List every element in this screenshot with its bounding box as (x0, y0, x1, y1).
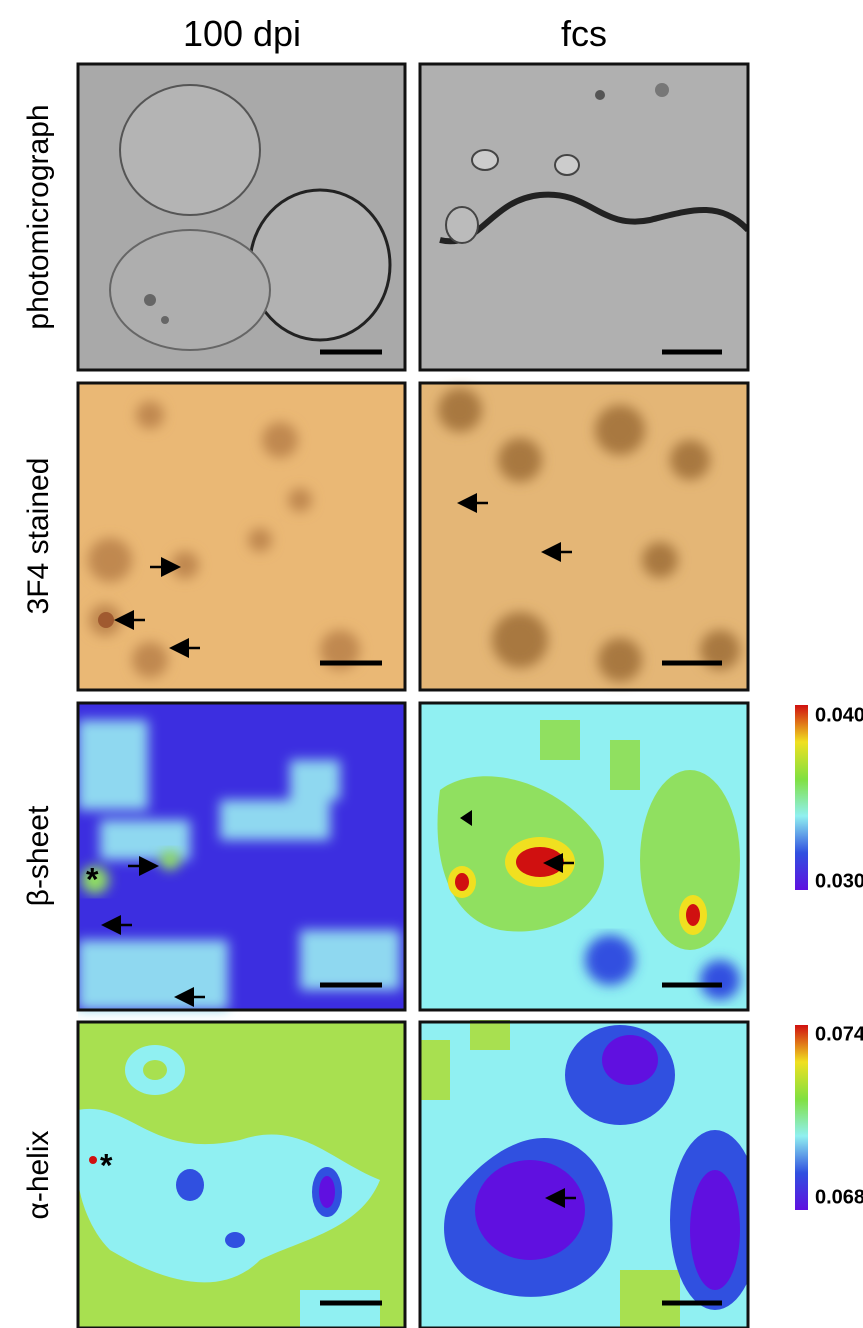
colorbar-min: 0.068 (815, 1186, 863, 1208)
asterisk: * (86, 861, 99, 897)
column-header: fcs (561, 13, 607, 54)
colorbar (795, 1025, 808, 1210)
colorbar-max: 0.074 (815, 1023, 863, 1045)
row-label: α-helix (22, 1130, 55, 1219)
stained-panel (420, 383, 748, 690)
colorbar-max: 0.040 (815, 704, 863, 726)
column-header: 100 dpi (183, 13, 301, 54)
stained-panel (78, 383, 405, 690)
photomicrograph-panel (78, 64, 405, 370)
row-label: photomicrograph (22, 104, 55, 329)
figure: 100 dpi fcs photomicrograph 3F4 stained … (0, 0, 863, 1328)
row-label: β-sheet (22, 805, 55, 906)
photomicrograph-panel (420, 64, 748, 370)
row-label: 3F4 stained (22, 458, 55, 615)
colorbar-min: 0.030 (815, 870, 863, 892)
beta-sheet-map (78, 703, 405, 1010)
alpha-helix-map (78, 1022, 405, 1328)
asterisk: * (100, 1147, 113, 1183)
alpha-helix-map (420, 1020, 760, 1328)
beta-sheet-map (420, 703, 748, 1010)
colorbar (795, 705, 808, 890)
